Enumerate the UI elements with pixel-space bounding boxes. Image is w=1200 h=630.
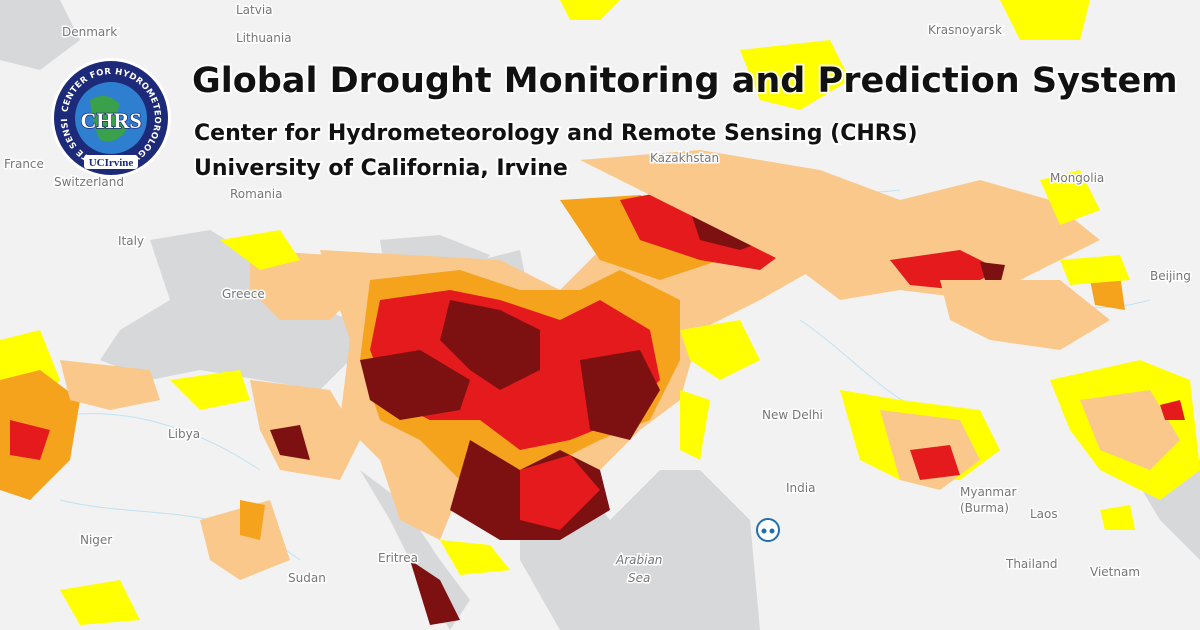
place-label: Niger — [80, 533, 112, 547]
place-label: Eritrea — [378, 551, 418, 565]
place-label: Myanmar — [960, 485, 1016, 499]
place-label: Thailand — [1005, 557, 1058, 571]
place-label: Libya — [168, 427, 200, 441]
place-label: India — [786, 481, 815, 495]
page-title: Global Drought Monitoring and Prediction… — [192, 61, 1178, 101]
place-label: Beijing — [1150, 269, 1191, 283]
place-label: Sudan — [288, 571, 326, 585]
place-label: Romania — [230, 187, 282, 201]
place-label: Italy — [118, 234, 144, 248]
logo-university: UCIrvine — [89, 157, 134, 169]
place-label: Krasnoyarsk — [928, 23, 1002, 37]
logo-land — [90, 95, 128, 142]
place-label: Sea — [628, 571, 650, 585]
page-subtitle: Center for Hydrometeorology and Remote S… — [194, 121, 918, 146]
logo-badge — [84, 155, 138, 169]
place-label: Denmark — [62, 25, 117, 39]
place-label: Laos — [1030, 507, 1058, 521]
place-label: France — [4, 157, 44, 171]
place-label: New Delhi — [762, 408, 823, 422]
location-marker[interactable] — [756, 518, 780, 542]
place-labels: Latvia Lithuania Denmark France Switzerl… — [3, 2, 1193, 587]
place-label: Kazakhstan — [650, 151, 719, 165]
place-label: Arabian — [615, 553, 662, 567]
place-label: Mongolia — [1050, 171, 1104, 185]
place-label: Greece — [222, 287, 265, 301]
place-label: Vietnam — [1090, 565, 1140, 579]
page-institution: University of California, Irvine — [194, 156, 568, 181]
logo-acronym: CHRS — [80, 108, 141, 133]
place-label: Lithuania — [236, 31, 292, 45]
place-label: Latvia — [236, 3, 273, 17]
place-label: (Burma) — [960, 501, 1009, 515]
